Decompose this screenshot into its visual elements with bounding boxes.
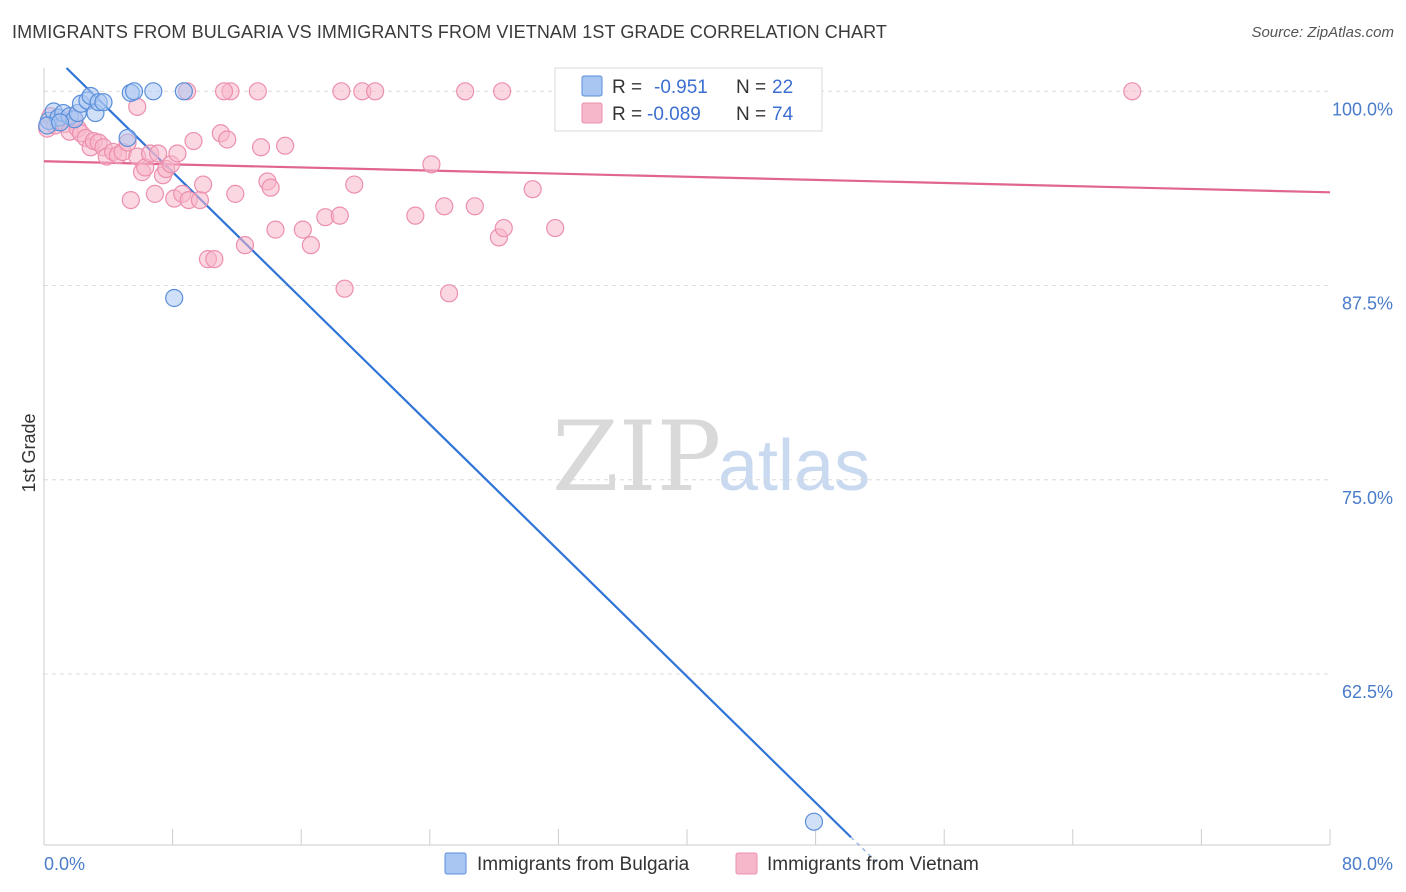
y-axis-title: 1st Grade [19,413,39,492]
point-vietnam [266,220,285,239]
point-vietnam [332,82,351,101]
point-vietnam [439,284,459,303]
stats-vietnam-r-value: -0.089 [647,104,701,125]
y-tick-label: 87.5% [1342,294,1393,314]
point-vietnam [184,131,203,151]
watermark-atlas: atlas [718,426,870,506]
point-vietnam [248,82,267,101]
y-tick-label: 75.0% [1342,488,1393,508]
point-vietnam [456,82,475,101]
stats-bulgaria-n-label: N = [736,77,766,98]
point-vietnam [301,236,320,255]
point-bulgaria [94,93,113,112]
point-vietnam [149,144,168,163]
legend-label-vietnam[interactable]: Immigrants from Vietnam [767,854,979,875]
chart-source: Source: ZipAtlas.com [1251,24,1394,41]
point-vietnam [194,175,213,194]
grid-layer: 100.0% 87.5% 75.0% 62.5% [44,90,1393,702]
watermark: ZIP atlas [552,401,870,513]
point-vietnam [251,138,271,157]
point-vietnam [546,218,565,238]
stats-box: R = -0.951 N = 22 R = -0.089 N = 74 [554,67,823,132]
point-vietnam [493,82,512,101]
legend-swatch-bulgaria[interactable] [444,852,467,875]
legend: Immigrants from Bulgaria Immigrants from… [444,852,979,875]
point-vietnam [226,184,245,203]
trend-line-bulgaria-extension [850,836,881,866]
points-layer [38,82,1142,831]
point-bulgaria [804,812,824,831]
stats-swatch-vietnam [581,102,603,124]
stats-swatch-bulgaria [581,75,603,97]
point-vietnam [214,82,234,101]
stats-vietnam-r-label: R = [612,104,642,125]
trend-line-vietnam [43,160,1331,194]
point-bulgaria [50,113,70,132]
point-vietnam [422,155,441,174]
stats-vietnam-n-value: 74 [772,104,794,125]
stats-vietnam-n-label: N = [736,104,766,125]
point-bulgaria [118,128,137,148]
point-bulgaria [144,82,163,101]
point-vietnam [523,180,542,199]
point-vietnam [276,136,295,155]
y-tick-label: 62.5% [1342,682,1393,702]
point-vietnam [190,190,210,210]
point-vietnam [465,197,484,216]
chart-title: IMMIGRANTS FROM BULGARIA VS IMMIGRANTS F… [12,22,887,42]
stats-bulgaria-r-label: R = [612,77,642,98]
point-vietnam [261,178,280,197]
point-vietnam [435,197,454,216]
point-vietnam [145,184,165,203]
point-bulgaria [165,288,184,308]
point-bulgaria [174,82,193,101]
point-vietnam [494,218,513,238]
point-vietnam [345,175,364,194]
point-vietnam [1123,82,1142,101]
stats-bulgaria-r-value: -0.951 [654,77,708,98]
point-vietnam [366,82,385,101]
point-vietnam [293,220,312,239]
x-tick-label-min: 0.0% [44,854,85,874]
point-vietnam [235,236,255,255]
point-vietnam [218,130,237,149]
point-bulgaria [124,82,144,101]
y-tick-label: 100.0% [1332,99,1393,119]
point-vietnam [330,206,349,225]
x-tick-label-max: 80.0% [1342,854,1393,874]
axis-layer [43,68,1331,846]
point-vietnam [205,250,224,269]
legend-swatch-vietnam[interactable] [735,852,758,875]
point-vietnam [335,279,354,298]
stats-bulgaria-n-value: 22 [772,77,793,98]
legend-label-bulgaria[interactable]: Immigrants from Bulgaria [477,854,690,875]
point-vietnam [406,206,425,225]
watermark-zip: ZIP [552,401,721,513]
point-vietnam [168,144,187,163]
point-vietnam [121,190,140,210]
